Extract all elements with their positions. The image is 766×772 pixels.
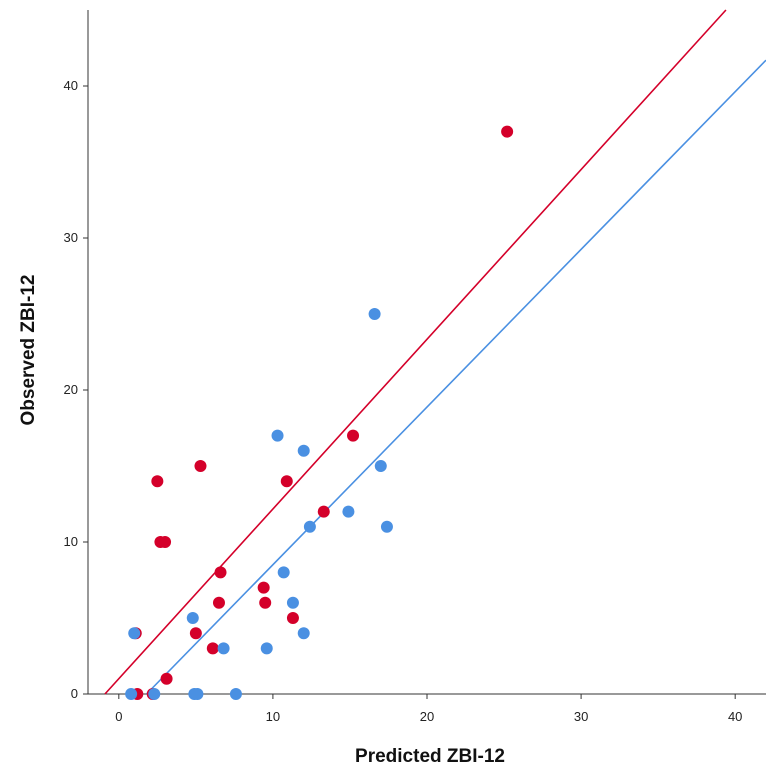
data-point	[297, 444, 310, 457]
data-point	[271, 429, 284, 442]
y-axis-title: Observed ZBI-12	[18, 275, 39, 426]
data-point	[380, 520, 393, 533]
data-point	[286, 596, 299, 609]
y-axis-ticks: 0 10 20 30 40	[64, 78, 88, 701]
x-tick-label: 40	[728, 709, 742, 724]
data-point	[206, 642, 219, 655]
x-tick-label: 0	[115, 709, 122, 724]
plot-area: 0 10 20 30 40 0 10 20 30 40	[64, 9, 766, 724]
data-point	[229, 688, 242, 700]
y-tick-label: 0	[71, 686, 78, 701]
fit-line	[145, 59, 766, 695]
data-point	[303, 520, 316, 533]
data-point	[501, 125, 514, 138]
data-point	[374, 460, 387, 472]
data-point	[259, 596, 272, 609]
x-tick-label: 20	[420, 709, 434, 724]
data-point	[368, 308, 381, 320]
data-point	[297, 627, 310, 640]
data-point	[186, 612, 199, 624]
data-point	[260, 642, 273, 655]
data-point	[212, 596, 225, 609]
data-point	[191, 688, 204, 700]
y-tick-label: 30	[64, 230, 78, 245]
fit-lines	[104, 9, 766, 695]
data-point	[217, 642, 230, 655]
x-tick-label: 10	[266, 709, 280, 724]
x-axis-title: Predicted ZBI-12	[355, 746, 505, 767]
data-point	[214, 566, 227, 579]
data-point	[151, 475, 164, 488]
data-point	[159, 536, 172, 548]
x-axis-ticks: 0 10 20 30 40	[115, 694, 742, 724]
data-point	[277, 566, 290, 579]
data-point	[317, 505, 330, 518]
data-point	[189, 627, 202, 640]
data-point	[125, 688, 138, 700]
x-tick-label: 30	[574, 709, 588, 724]
y-tick-label: 20	[64, 382, 78, 397]
data-point	[347, 429, 360, 442]
y-tick-label: 10	[64, 534, 78, 549]
data-point	[148, 688, 161, 700]
data-point	[342, 505, 355, 518]
data-point	[257, 581, 270, 594]
data-points	[125, 125, 514, 700]
data-point	[160, 672, 173, 685]
data-point	[128, 627, 141, 640]
fit-line	[104, 9, 727, 695]
y-tick-label: 40	[64, 78, 78, 93]
data-point	[286, 612, 299, 624]
data-point	[194, 460, 207, 472]
data-point	[280, 475, 293, 488]
